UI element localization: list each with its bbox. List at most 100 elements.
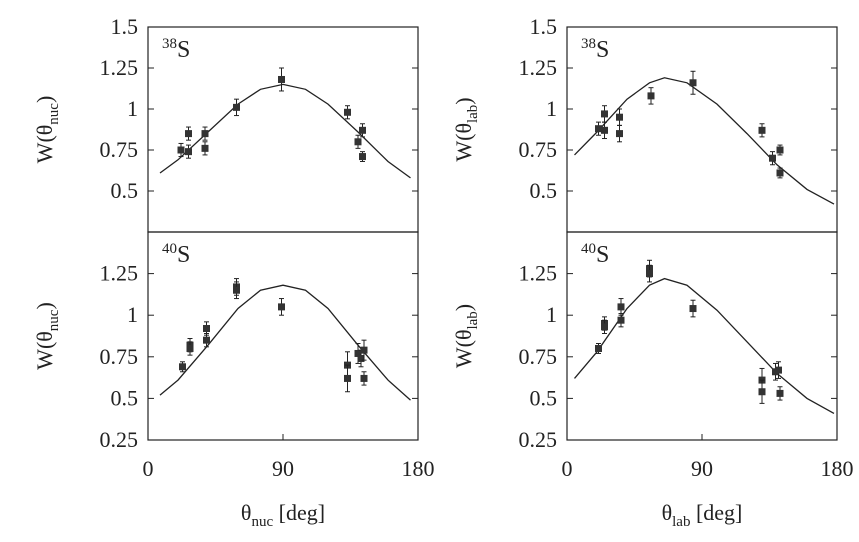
panel-label-part: S [177, 37, 190, 63]
y-tick-label: 1 [127, 96, 138, 121]
data-point [758, 388, 766, 396]
data-point [233, 103, 240, 111]
data-point [354, 138, 362, 146]
data-point [601, 110, 608, 118]
y-tick-label: 0.75 [519, 344, 558, 369]
y-tick-label: 0.75 [100, 344, 139, 369]
fit-curve [159, 83, 411, 179]
y-axis-label-part: lab [465, 105, 481, 123]
x-axis-label-part: [deg] [273, 500, 325, 525]
data-point [595, 344, 602, 352]
y-axis-label-part: ) [451, 304, 476, 311]
panel: 0.5 0.75 1 1.25 1.5 38S W(θlab) [451, 14, 838, 233]
panel-label-part: 40 [162, 241, 177, 257]
data-point [233, 286, 240, 294]
x-tick-label: 0 [562, 456, 573, 481]
x-tick-label: 180 [821, 456, 854, 481]
y-tick-label: 0.5 [530, 385, 558, 410]
data-point [203, 336, 210, 344]
y-tick-label: 1.5 [111, 14, 139, 39]
data-point [776, 146, 784, 154]
y-tick-label: 0.5 [111, 385, 139, 410]
data-point [616, 113, 623, 121]
y-axis-label-part: nuc [46, 103, 62, 125]
fit-curve [159, 284, 411, 401]
x-axis-label: θlab [deg] [662, 500, 743, 530]
y-tick-label: 1 [546, 96, 557, 121]
y-axis-label-part: W(θ [451, 123, 476, 162]
y-tick-label: 1.25 [519, 261, 558, 286]
x-tick-label: 90 [272, 456, 294, 481]
data-point [360, 374, 368, 382]
data-point [201, 144, 209, 152]
data-point [617, 316, 625, 324]
x-axis-label-part: [deg] [690, 500, 742, 525]
data-point [360, 346, 368, 354]
y-tick-label: 0.25 [519, 427, 558, 452]
data-point [689, 79, 697, 87]
x-axis-label-part: nuc [251, 514, 273, 530]
panel-label-part: 38 [581, 36, 596, 52]
data-point [647, 92, 655, 100]
y-tick-label: 1.5 [530, 14, 558, 39]
data-point [595, 125, 602, 133]
fit-curve [574, 77, 835, 205]
data-point [616, 130, 623, 138]
y-tick-label: 1 [546, 302, 557, 327]
data-point [354, 349, 362, 357]
y-axis-label: W(θnuc) [32, 96, 62, 164]
y-tick-label: 1.25 [519, 55, 558, 80]
data-point [776, 389, 784, 397]
panel-label: 38S [581, 36, 609, 63]
data-point [646, 270, 653, 278]
data-point [758, 126, 766, 134]
y-tick-label: 0.5 [530, 178, 558, 203]
x-tick-label: 90 [691, 456, 713, 481]
y-axis-label-part: W(θ [32, 125, 57, 164]
x-tick-label: 180 [402, 456, 435, 481]
panel-label: 40S [162, 241, 190, 268]
panel-label-part: S [177, 242, 190, 268]
y-tick-label: 0.75 [519, 137, 558, 162]
y-axis-label-part: lab [465, 311, 481, 329]
panel-label: 38S [162, 36, 190, 63]
data-point [689, 305, 697, 313]
y-tick-label: 1.25 [100, 261, 139, 286]
panel: 0.5 0.75 1 1.25 1.5 38S W(θnuc) [32, 14, 419, 233]
data-point [359, 126, 366, 134]
y-tick-label: 0.5 [111, 178, 139, 203]
panel-label-part: S [596, 242, 609, 268]
panel-label-part: 40 [581, 241, 596, 257]
y-axis-label: W(θlab) [451, 97, 481, 161]
y-axis-label-part: ) [32, 302, 57, 309]
data-point [179, 363, 186, 371]
data-point [601, 323, 608, 331]
y-axis-label-part: W(θ [32, 331, 57, 370]
panel-label-part: S [596, 37, 609, 63]
x-tick-label: 0 [143, 456, 154, 481]
y-axis-label-part: W(θ [451, 330, 476, 369]
data-point [278, 75, 285, 83]
y-tick-label: 0.25 [100, 427, 139, 452]
data-point [344, 374, 351, 382]
y-axis-label-part: ) [451, 97, 476, 104]
y-axis-label-part: nuc [46, 309, 62, 331]
data-point [186, 344, 194, 352]
data-point [775, 366, 782, 374]
data-point [278, 303, 285, 311]
data-point [177, 146, 185, 154]
data-point [201, 130, 209, 138]
y-tick-label: 0.75 [100, 137, 139, 162]
data-point [601, 126, 608, 134]
data-point [359, 153, 366, 161]
x-axis-label-part: lab [672, 514, 690, 530]
y-axis-label-part: ) [32, 96, 57, 103]
data-point [617, 303, 625, 311]
y-axis-label: W(θnuc) [32, 302, 62, 370]
panel-label: 40S [581, 241, 609, 268]
data-point [203, 325, 210, 333]
data-point [357, 354, 365, 362]
